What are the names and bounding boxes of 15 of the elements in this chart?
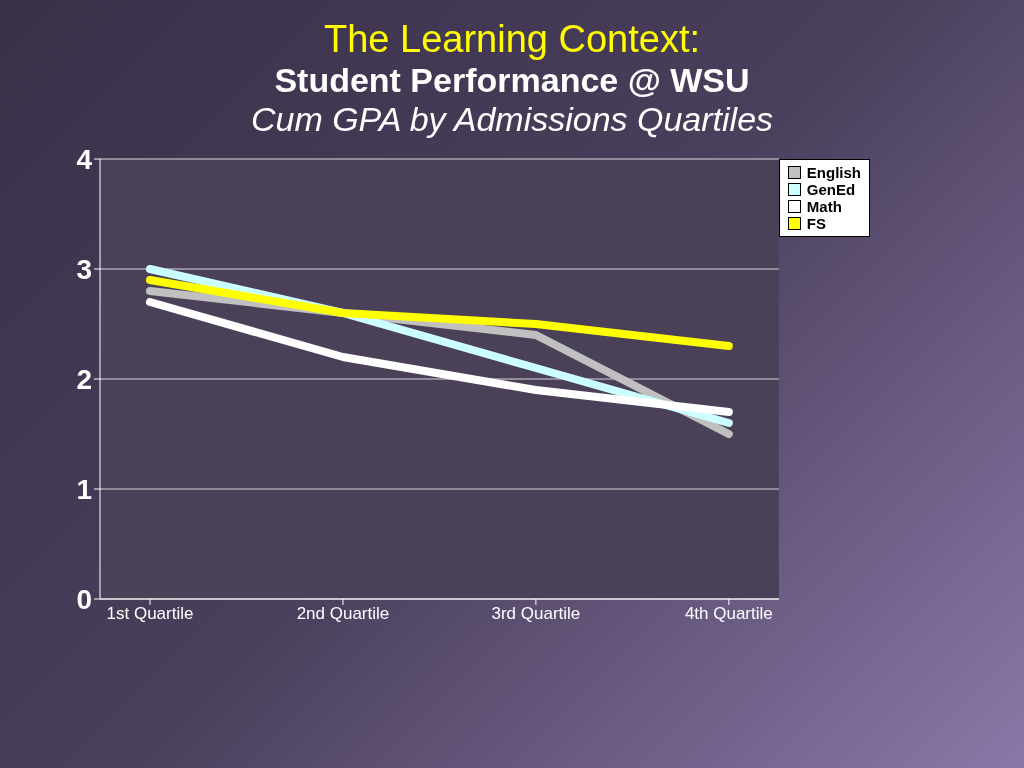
chart-title: The Learning Context: — [323, 18, 701, 61]
x-tick-label: 1st Quartile — [106, 604, 194, 624]
x-tick-label: 2nd Quartile — [296, 604, 390, 624]
legend-label: Math — [806, 198, 842, 215]
y-tick-label: 2 — [76, 363, 92, 395]
chart-subtitle: Student Performance @ WSU Cum GPA by Admissions Quartiles — [249, 61, 775, 139]
y-tick-label: 3 — [76, 253, 92, 285]
x-tick-label: 4th Quartile — [684, 604, 773, 624]
legend-label: FS — [806, 215, 826, 232]
y-tick-label: 0 — [76, 583, 92, 615]
y-tick-label: 4 — [76, 143, 93, 175]
y-tick-label: 1 — [76, 473, 92, 505]
legend-label: GenEd — [806, 181, 856, 198]
legend-label: English — [806, 164, 861, 181]
x-tick-label: 3rd Quartile — [491, 604, 581, 624]
